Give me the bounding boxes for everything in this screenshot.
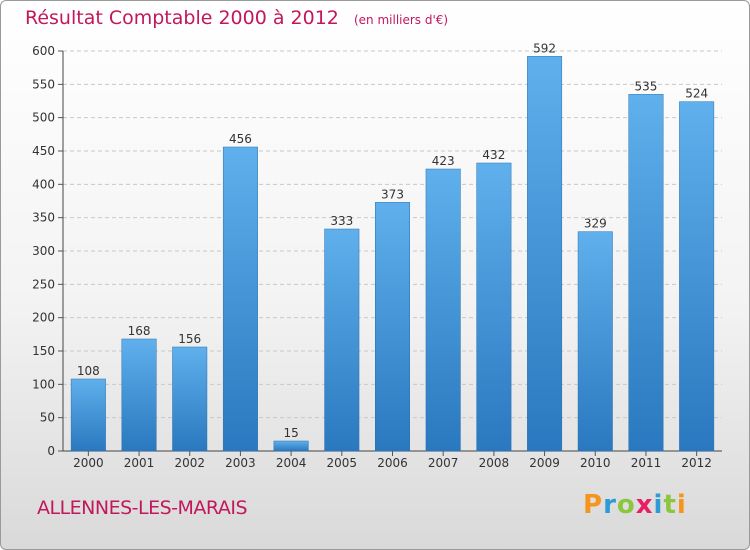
data-label-2007: 423 <box>432 154 455 168</box>
data-label-2006: 373 <box>381 187 404 201</box>
y-tick-label: 450 <box>32 144 55 158</box>
bar-layer: 108 168 156 456 15 333 373 423 432 592 329 535 524 <box>70 41 715 452</box>
logo-letter: o <box>616 490 636 520</box>
y-tick-label: 0 <box>47 444 55 458</box>
data-label-2009: 592 <box>533 41 556 55</box>
logo-letter: r <box>603 490 617 520</box>
bar-2006 <box>375 202 410 452</box>
x-tick-label-2003: 2003 <box>225 456 256 470</box>
location-name: ALLENNES-LES-MARAIS <box>37 497 248 519</box>
chart-unit-label: (en milliers d'€) <box>353 13 449 27</box>
data-label-2011: 535 <box>635 79 658 93</box>
y-tick-label: 50 <box>40 411 55 425</box>
y-tick-label: 550 <box>32 77 55 91</box>
bar-2010 <box>577 231 613 452</box>
y-tick-label: 300 <box>32 244 55 258</box>
x-tick-label-2007: 2007 <box>428 456 459 470</box>
x-tick-label-2012: 2012 <box>681 456 712 470</box>
y-tick-label: 200 <box>32 311 55 325</box>
logo-letter: t <box>663 490 677 520</box>
data-label-2012: 524 <box>685 87 708 101</box>
x-tick-label-2004: 2004 <box>276 456 307 470</box>
logo-letter: P <box>583 490 604 520</box>
x-tick-label-2000: 2000 <box>73 456 104 470</box>
chart-title: Résultat Comptable 2000 à 2012 <box>25 7 339 29</box>
data-label-2010: 329 <box>584 217 607 231</box>
data-label-2003: 456 <box>229 132 252 146</box>
logo-letter: i <box>676 490 687 520</box>
bar-2011 <box>628 94 664 452</box>
data-label-2002: 156 <box>178 332 201 346</box>
proxiti-logo: Proxiti <box>583 490 687 520</box>
x-tick-label-2008: 2008 <box>479 456 510 470</box>
y-tick-label: 100 <box>32 377 55 391</box>
bar-2009 <box>527 56 563 452</box>
logo-letter: x <box>635 490 654 520</box>
y-tick-label: 400 <box>32 177 55 191</box>
bar-2002 <box>172 346 208 452</box>
x-tick-label-2001: 2001 <box>124 456 155 470</box>
y-tick-label: 600 <box>32 44 55 58</box>
bar-2003 <box>222 146 258 452</box>
x-tick-label-2010: 2010 <box>580 456 611 470</box>
y-tick-label: 350 <box>32 211 55 225</box>
data-label-2000: 108 <box>77 364 100 378</box>
bar-2004 <box>273 440 309 452</box>
title-row: Résultat Comptable 2000 à 2012 (en milli… <box>25 7 448 29</box>
x-tick-label-2006: 2006 <box>377 456 408 470</box>
x-tick-label-2009: 2009 <box>529 456 560 470</box>
data-label-2005: 333 <box>330 214 353 228</box>
y-tick-label: 250 <box>32 277 55 291</box>
bar-2008 <box>476 162 512 452</box>
bar-2001 <box>121 338 157 452</box>
x-tick-label-2005: 2005 <box>327 456 358 470</box>
data-label-2001: 168 <box>128 324 151 338</box>
bar-2007 <box>425 168 461 452</box>
x-tick-label-2011: 2011 <box>631 456 662 470</box>
bar-2000 <box>70 378 106 452</box>
bar-2005 <box>324 228 360 452</box>
data-label-2008: 432 <box>482 148 505 162</box>
logo-letter: i <box>653 490 664 520</box>
data-label-2004: 15 <box>283 426 298 440</box>
y-tick-label: 500 <box>32 111 55 125</box>
y-tick-label: 150 <box>32 344 55 358</box>
x-tick-label-2002: 2002 <box>174 456 205 470</box>
bar-2012 <box>679 101 715 452</box>
